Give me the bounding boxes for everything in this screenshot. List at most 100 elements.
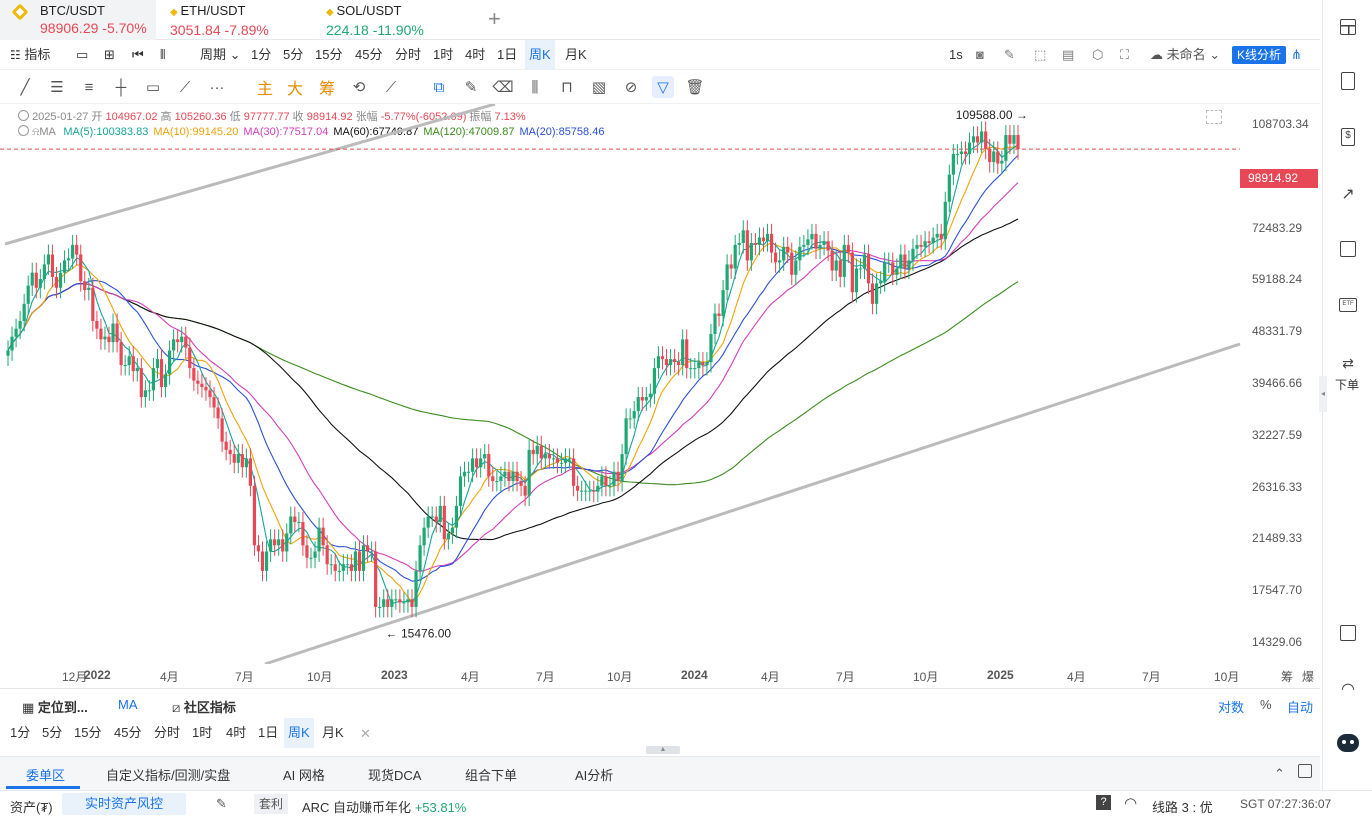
- replay-icon[interactable]: ⏮: [132, 47, 144, 62]
- layout-grid-icon[interactable]: [1337, 16, 1359, 38]
- interval-1d[interactable]: 1日: [497, 47, 518, 62]
- bottom-tab[interactable]: AI分析: [575, 768, 614, 783]
- period-dropdown[interactable]: 周期 ⌄: [200, 47, 241, 62]
- interval-option[interactable]: 5分: [42, 725, 63, 740]
- copy-icon[interactable]: ⧉: [433, 78, 445, 96]
- hlines-icon[interactable]: ≡: [84, 78, 94, 96]
- more-icon[interactable]: ···: [209, 78, 225, 96]
- indicator-button[interactable]: ☷ 指标: [10, 47, 51, 62]
- hline-icon[interactable]: ┼: [115, 78, 127, 96]
- chips-axis-button[interactable]: 筹: [1281, 670, 1294, 684]
- panel-resize-handle[interactable]: ▲: [646, 746, 680, 754]
- headset-icon[interactable]: ◠: [1341, 681, 1355, 698]
- interval-option[interactable]: 分时: [154, 725, 181, 740]
- percent-toggle[interactable]: %: [1260, 697, 1272, 712]
- interval-option[interactable]: 周K: [284, 718, 314, 748]
- ma-indicator-tag[interactable]: MA: [118, 697, 138, 712]
- order-icon[interactable]: ⇄: [1342, 354, 1354, 371]
- signal-icon[interactable]: ⟲: [352, 79, 366, 96]
- magnet-icon[interactable]: ⊘: [624, 79, 638, 96]
- bottom-tab[interactable]: 自定义指标/回测/实盘: [106, 768, 231, 783]
- etf-icon[interactable]: ETF: [1337, 294, 1359, 316]
- line-status[interactable]: 线路 3 : 优: [1152, 800, 1213, 815]
- interval-45m[interactable]: 45分: [355, 47, 383, 62]
- main-chart-button[interactable]: 主: [256, 81, 273, 98]
- add-tab-button[interactable]: +: [488, 6, 501, 31]
- fullscreen-icon[interactable]: ⛶: [1120, 47, 1130, 62]
- interval-1h[interactable]: 1时: [433, 47, 454, 62]
- refresh-rate[interactable]: 1s: [949, 47, 963, 62]
- interval-4h[interactable]: 4时: [465, 47, 486, 62]
- parallel-channel-icon[interactable]: ☰: [50, 79, 64, 96]
- tab-sol[interactable]: ◆ SOL/USDT 224.18 -11.90%: [314, 0, 470, 40]
- big-order-button[interactable]: 大: [286, 81, 303, 98]
- pen-icon[interactable]: ✎: [216, 796, 227, 811]
- assistant-avatar-icon[interactable]: [1337, 732, 1359, 754]
- interval-option[interactable]: 1日: [258, 725, 279, 740]
- camera-icon[interactable]: ◙: [976, 47, 984, 62]
- interval-option[interactable]: 1时: [192, 725, 213, 740]
- interval-15m[interactable]: 15分: [315, 47, 343, 62]
- calendar-icon[interactable]: ▭: [76, 47, 89, 62]
- fib-icon[interactable]: ⟋: [179, 78, 191, 96]
- lock-icon[interactable]: ⊓: [561, 79, 573, 96]
- tab-btc[interactable]: BTC/USDT 98906.29 -5.70%: [0, 0, 156, 40]
- log-scale-toggle[interactable]: 对数: [1218, 700, 1245, 715]
- locate-button[interactable]: ▦ 定位到...: [22, 700, 88, 715]
- bottom-tab[interactable]: AI 网格: [283, 768, 325, 783]
- interval-tick[interactable]: 分时: [395, 47, 422, 62]
- kline-analysis-button[interactable]: K线分析: [1232, 46, 1287, 64]
- risk-control-button[interactable]: 实时资产风控: [62, 793, 186, 815]
- bell-icon[interactable]: ⍾: [32, 126, 40, 138]
- pen-icon[interactable]: ✎: [464, 79, 478, 96]
- collapse-icon[interactable]: [18, 110, 29, 121]
- fullscreen-chart-icon[interactable]: [1206, 110, 1222, 124]
- bottom-tab[interactable]: 组合下单: [465, 768, 518, 783]
- candlestick-chart[interactable]: 109588.00 → ← 15476.00: [0, 104, 1320, 664]
- interval-5m[interactable]: 5分: [283, 47, 304, 62]
- settings-icon[interactable]: ⬡: [1092, 47, 1104, 62]
- candles-icon[interactable]: ⫴: [160, 47, 166, 62]
- help-icon[interactable]: ?: [1096, 795, 1111, 810]
- interval-option[interactable]: 月K: [322, 725, 344, 740]
- interval-option[interactable]: 45分: [114, 725, 142, 740]
- layout-name-dropdown[interactable]: ☁ 未命名 ⌄: [1150, 47, 1221, 62]
- crop-icon[interactable]: ⬚: [1034, 47, 1047, 62]
- arbitrage-tag[interactable]: 套利: [254, 794, 289, 814]
- bottom-tab[interactable]: 委单区: [26, 768, 66, 783]
- edit-icon[interactable]: ✎: [1004, 47, 1015, 62]
- note-icon[interactable]: ▧: [591, 79, 607, 96]
- ruler-icon[interactable]: ⟋: [385, 78, 397, 96]
- document-icon[interactable]: [1337, 70, 1359, 92]
- expand-panel-icon[interactable]: [1298, 764, 1312, 778]
- interval-1w[interactable]: 周K: [525, 40, 555, 70]
- eraser-icon[interactable]: ⌫: [492, 79, 514, 96]
- explode-axis-button[interactable]: 爆: [1302, 670, 1315, 684]
- collapse-icon[interactable]: [18, 125, 29, 136]
- interval-option[interactable]: 15分: [74, 725, 102, 740]
- arc-text[interactable]: ARC 自动赚币年化 +53.81%: [302, 800, 467, 815]
- community-indicator-button[interactable]: ⧄ 社区指标: [172, 700, 236, 715]
- trendline-icon[interactable]: ╱: [20, 79, 30, 96]
- trash-icon[interactable]: 🗑: [685, 79, 705, 96]
- candle-icon[interactable]: ⫼: [531, 78, 539, 96]
- interval-option[interactable]: 4时: [226, 725, 247, 740]
- collapse-panel-icon[interactable]: ⌃: [1274, 766, 1285, 781]
- layout-icon[interactable]: ⊞: [104, 47, 115, 62]
- bar-chart-icon[interactable]: [1337, 238, 1359, 260]
- close-icon[interactable]: ✕: [360, 726, 371, 741]
- share-icon[interactable]: ⋔: [1291, 47, 1302, 62]
- trend-chart-icon[interactable]: ↗: [1341, 186, 1355, 203]
- price-tag-icon[interactable]: $: [1337, 126, 1359, 148]
- interval-1m[interactable]: 1分: [251, 47, 272, 62]
- sidebar-collapse-handle[interactable]: ◂: [1319, 376, 1327, 412]
- bottom-tab[interactable]: 现货DCA: [368, 768, 422, 783]
- filter-icon[interactable]: ▽: [652, 76, 674, 98]
- auto-toggle[interactable]: 自动: [1287, 700, 1314, 715]
- rectangle-icon[interactable]: ▭: [145, 79, 161, 96]
- interval-1mo[interactable]: 月K: [565, 47, 587, 62]
- interval-option[interactable]: 1分: [10, 725, 31, 740]
- save-icon[interactable]: ▤: [1062, 47, 1075, 62]
- chip-button[interactable]: 筹: [318, 81, 335, 98]
- tab-eth[interactable]: ◆ ETH/USDT 3051.84 -7.89%: [158, 0, 314, 40]
